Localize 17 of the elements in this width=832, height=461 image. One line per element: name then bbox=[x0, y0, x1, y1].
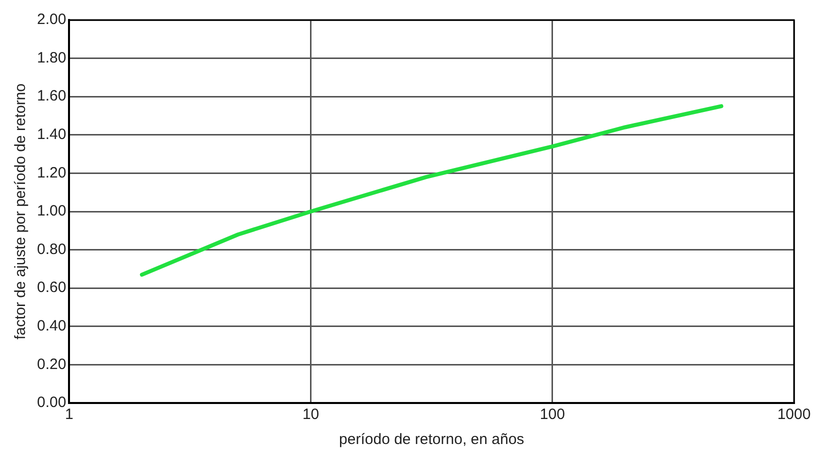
y-tick-label: 1.40 bbox=[36, 126, 66, 144]
y-tick-label: 0.40 bbox=[36, 318, 66, 335]
y-tick-label: 2.00 bbox=[36, 11, 66, 28]
y-tick-label: 0.80 bbox=[36, 240, 66, 258]
y-tick-label: 1.20 bbox=[36, 164, 66, 182]
y-tick-label: 1.00 bbox=[36, 202, 66, 220]
x-tick-label: 100 bbox=[540, 406, 565, 424]
x-tick-label: 1000 bbox=[777, 406, 811, 424]
x-axis-title: período de retorno, en años bbox=[339, 431, 524, 448]
y-tick-label: 0.60 bbox=[36, 279, 66, 296]
x-tick-label: 10 bbox=[302, 406, 320, 424]
y-tick-label: 1.60 bbox=[36, 88, 66, 105]
x-tick-label: 1 bbox=[65, 406, 74, 424]
y-tick-label: 0.20 bbox=[36, 356, 66, 373]
y-axis-title: factor de ajuste por período de retorno bbox=[12, 84, 30, 340]
y-tick-label: 0.00 bbox=[36, 394, 66, 412]
y-tick-label: 1.80 bbox=[36, 49, 66, 66]
